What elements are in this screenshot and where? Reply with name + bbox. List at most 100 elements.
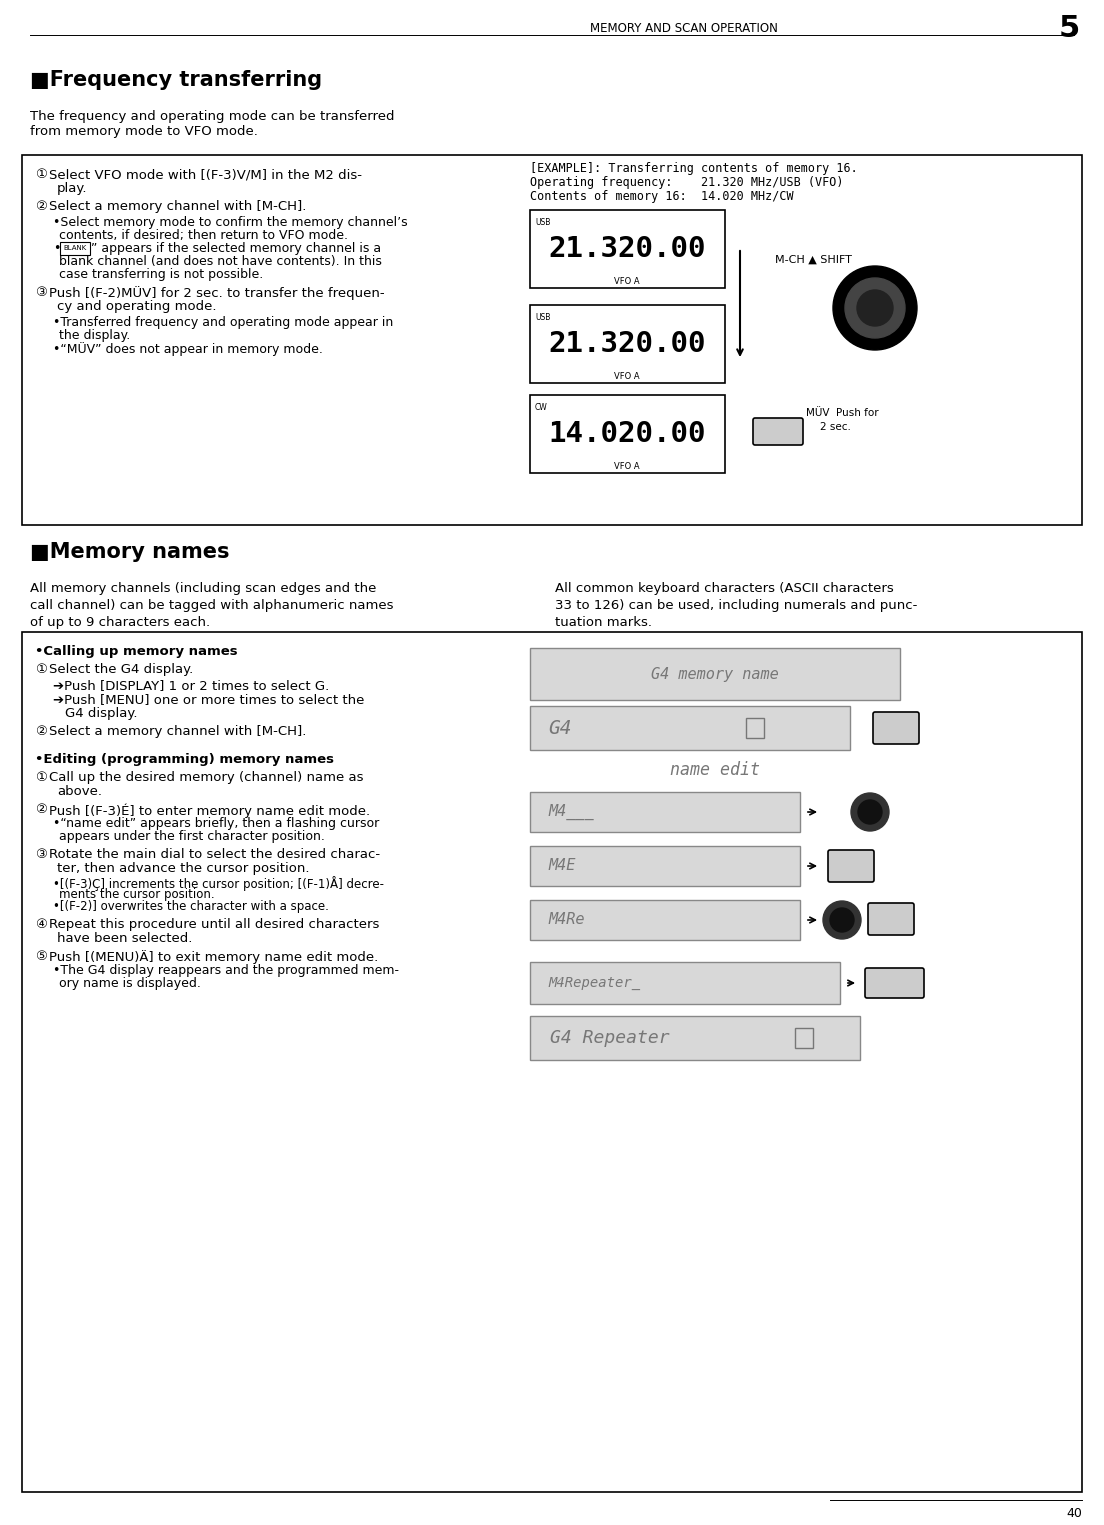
Text: the display.: the display. xyxy=(59,329,130,342)
Text: above.: above. xyxy=(57,785,102,798)
FancyBboxPatch shape xyxy=(873,712,919,744)
Bar xyxy=(530,305,725,383)
Text: ①: ① xyxy=(35,168,46,181)
FancyBboxPatch shape xyxy=(866,968,924,997)
Text: •Calling up memory names: •Calling up memory names xyxy=(35,645,237,657)
Text: appears under the first character position.: appears under the first character positi… xyxy=(59,830,325,843)
Text: •Select memory mode to confirm the memory channel’s: •Select memory mode to confirm the memor… xyxy=(53,217,407,229)
Text: •[(F-2)] overwrites the character with a space.: •[(F-2)] overwrites the character with a… xyxy=(53,900,329,913)
Text: CW: CW xyxy=(535,403,548,412)
Text: ⑤: ⑤ xyxy=(35,950,46,962)
Text: All memory channels (including scan edges and the
call channel) can be tagged wi: All memory channels (including scan edge… xyxy=(30,583,393,628)
Bar xyxy=(530,395,725,473)
Text: ②: ② xyxy=(35,724,46,738)
Bar xyxy=(22,156,1082,525)
Text: Select the G4 display.: Select the G4 display. xyxy=(49,663,193,676)
Text: cy and operating mode.: cy and operating mode. xyxy=(57,300,216,313)
FancyBboxPatch shape xyxy=(753,418,803,445)
Text: G4 Repeater: G4 Repeater xyxy=(550,1029,670,1048)
Circle shape xyxy=(857,290,893,326)
FancyBboxPatch shape xyxy=(828,849,874,881)
Text: F-3: F-3 xyxy=(840,860,862,872)
Text: Select VFO mode with [(F-3)V/M] in the M2 dis-: Select VFO mode with [(F-3)V/M] in the M… xyxy=(49,168,362,181)
Text: VFO A: VFO A xyxy=(614,278,640,287)
Text: ③: ③ xyxy=(35,848,46,862)
Text: ③: ③ xyxy=(35,287,46,299)
Text: VFO A: VFO A xyxy=(614,372,640,381)
Text: Select a memory channel with [M-CH].: Select a memory channel with [M-CH]. xyxy=(49,724,307,738)
Text: 5: 5 xyxy=(1059,14,1080,43)
Bar xyxy=(530,791,800,833)
Text: Select a memory channel with [M-CH].: Select a memory channel with [M-CH]. xyxy=(49,200,307,214)
Text: ①: ① xyxy=(35,772,46,784)
Text: G4 memory name: G4 memory name xyxy=(651,666,779,682)
Text: F-2: F-2 xyxy=(767,425,789,438)
Circle shape xyxy=(822,901,861,939)
Text: ②: ② xyxy=(35,200,46,214)
Text: •The G4 display reappears and the programmed mem-: •The G4 display reappears and the progra… xyxy=(53,964,399,978)
Text: ②: ② xyxy=(35,804,46,816)
Text: •“name edit” appears briefly, then a flashing cursor: •“name edit” appears briefly, then a fla… xyxy=(53,817,380,830)
Text: Call up the desired memory (channel) name as: Call up the desired memory (channel) nam… xyxy=(49,772,363,784)
Text: •Editing (programming) memory names: •Editing (programming) memory names xyxy=(35,753,335,766)
Text: [EXAMPLE]: Transferring contents of memory 16.: [EXAMPLE]: Transferring contents of memo… xyxy=(530,162,858,175)
Text: The frequency and operating mode can be transferred
from memory mode to VFO mode: The frequency and operating mode can be … xyxy=(30,110,394,137)
Text: MEMORY AND SCAN OPERATION: MEMORY AND SCAN OPERATION xyxy=(590,21,778,35)
Text: M-CH ▲ SHIFT: M-CH ▲ SHIFT xyxy=(775,255,852,265)
Text: 14.020.00: 14.020.00 xyxy=(549,419,705,448)
Text: play.: play. xyxy=(57,181,87,195)
Text: F-3: F-3 xyxy=(880,912,902,926)
Text: ➔Push [MENU] one or more times to select the: ➔Push [MENU] one or more times to select… xyxy=(53,692,364,706)
Text: M4Repeater_: M4Repeater_ xyxy=(548,976,640,990)
Text: ④: ④ xyxy=(35,918,46,930)
Text: USB: USB xyxy=(535,313,551,322)
Text: ①: ① xyxy=(35,663,46,676)
Text: 21.320.00: 21.320.00 xyxy=(549,235,705,262)
Text: ory name is displayed.: ory name is displayed. xyxy=(59,978,201,990)
FancyBboxPatch shape xyxy=(868,903,914,935)
Text: BLANK: BLANK xyxy=(63,246,86,252)
Bar xyxy=(530,900,800,939)
Bar xyxy=(795,1028,813,1048)
Text: Operating frequency:    21.320 MHz/USB (VFO): Operating frequency: 21.320 MHz/USB (VFO… xyxy=(530,175,843,189)
Text: 2 sec.: 2 sec. xyxy=(820,422,851,432)
Text: USB: USB xyxy=(535,218,551,227)
Text: have been selected.: have been selected. xyxy=(57,932,192,946)
Text: •“: •“ xyxy=(53,242,66,255)
Circle shape xyxy=(834,265,917,351)
Text: •Transferred frequency and operating mode appear in: •Transferred frequency and operating mod… xyxy=(53,316,393,329)
Bar xyxy=(530,210,725,288)
Bar xyxy=(746,718,764,738)
Text: Rotate the main dial to select the desired charac-: Rotate the main dial to select the desir… xyxy=(49,848,380,862)
Text: 21.320.00: 21.320.00 xyxy=(549,329,705,358)
Text: VFO A: VFO A xyxy=(614,462,640,471)
Bar xyxy=(530,962,840,1003)
Text: Contents of memory 16:  14.020 MHz/CW: Contents of memory 16: 14.020 MHz/CW xyxy=(530,191,794,203)
Bar xyxy=(530,648,900,700)
Text: name edit: name edit xyxy=(670,761,760,779)
Text: All common keyboard characters (ASCII characters
33 to 126) can be used, includi: All common keyboard characters (ASCII ch… xyxy=(555,583,917,628)
Text: ter, then advance the cursor position.: ter, then advance the cursor position. xyxy=(57,862,309,875)
Text: M4___: M4___ xyxy=(548,804,594,820)
Circle shape xyxy=(858,801,882,824)
Text: Push [(F-2)MÜV] for 2 sec. to transfer the frequen-: Push [(F-2)MÜV] for 2 sec. to transfer t… xyxy=(49,287,384,300)
Text: M4Re: M4Re xyxy=(548,912,584,927)
Text: contents, if desired; then return to VFO mode.: contents, if desired; then return to VFO… xyxy=(59,229,348,242)
Text: M4E: M4E xyxy=(548,859,575,874)
Text: F-3: F-3 xyxy=(885,721,907,735)
Bar xyxy=(530,1016,860,1060)
Text: ments the cursor position.: ments the cursor position. xyxy=(59,888,214,901)
Text: ■Frequency transferring: ■Frequency transferring xyxy=(30,70,322,90)
Text: •“MÜV” does not appear in memory mode.: •“MÜV” does not appear in memory mode. xyxy=(53,342,322,355)
Circle shape xyxy=(830,907,854,932)
Text: MENU: MENU xyxy=(875,978,912,988)
Text: 40: 40 xyxy=(1066,1507,1082,1520)
FancyBboxPatch shape xyxy=(60,242,91,255)
Text: Push [(MENU)Ä] to exit memory name edit mode.: Push [(MENU)Ä] to exit memory name edit … xyxy=(49,950,379,964)
Text: case transferring is not possible.: case transferring is not possible. xyxy=(59,268,263,281)
Circle shape xyxy=(851,793,889,831)
Text: G4: G4 xyxy=(548,718,572,738)
Text: G4 display.: G4 display. xyxy=(65,708,138,720)
Text: ■Memory names: ■Memory names xyxy=(30,541,230,563)
Text: ➔Push [DISPLAY] 1 or 2 times to select G.: ➔Push [DISPLAY] 1 or 2 times to select G… xyxy=(53,679,329,692)
